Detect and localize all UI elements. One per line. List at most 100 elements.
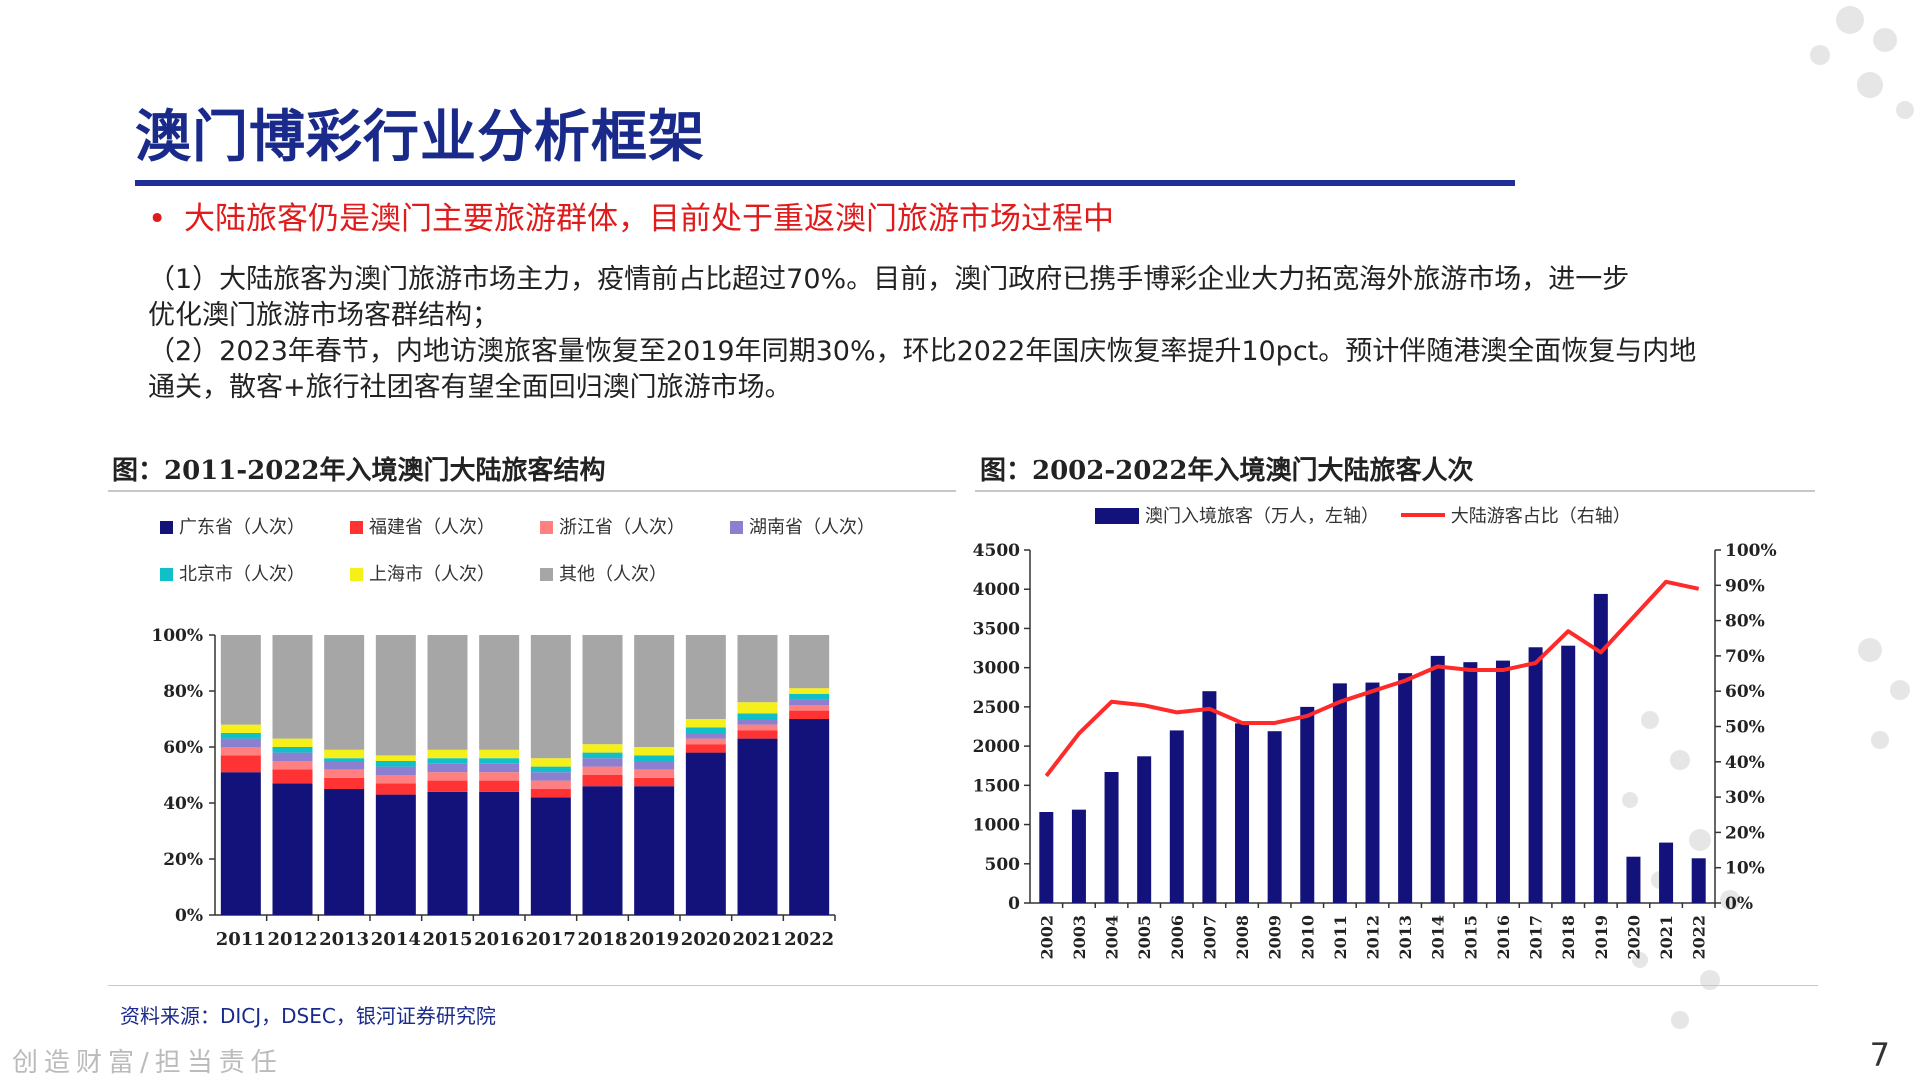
- stacked-bar-segment: [685, 719, 726, 728]
- stacked-bar-segment: [789, 705, 830, 711]
- body-paragraph: （1）大陆旅客为澳门旅游市场主力，疫情前占比超过70%。目前，澳门政府已携手博彩…: [148, 262, 1788, 406]
- y-tick-label: 80%: [163, 682, 203, 702]
- stacked-bar-segment: [582, 744, 623, 753]
- stacked-bar-segment: [634, 786, 675, 915]
- stacked-bar-segment: [737, 713, 778, 719]
- right-tick-label: 70%: [1725, 647, 1765, 667]
- x-tick-label: 2021: [732, 929, 782, 950]
- x-tick-label: 2020: [1624, 915, 1643, 960]
- visitor-bar: [1430, 655, 1445, 903]
- right-tick-label: 0%: [1725, 894, 1753, 914]
- stacked-bar-segment: [375, 635, 416, 756]
- stacked-bar-chart: 0%20%40%60%80%100%2011 2012 2013 2014 2015 20…: [151, 626, 836, 950]
- visitor-bar: [1137, 756, 1152, 903]
- visitor-bar: [1039, 812, 1054, 903]
- figure2-legend: 澳门入境旅客（万人，左轴） 大陆游客占比（右轴）: [1095, 502, 1631, 528]
- stacked-bar-segment: [479, 635, 520, 750]
- title-underline: [135, 180, 1515, 186]
- x-tick-label: 2005: [1135, 915, 1154, 960]
- bullet-mark: •: [148, 201, 167, 237]
- visitor-bar: [1104, 771, 1119, 903]
- legend-swatch: [540, 521, 553, 534]
- legend-swatch: [540, 568, 553, 581]
- page-number: 7: [1869, 1036, 1890, 1074]
- x-tick-label: 2013: [319, 929, 369, 950]
- legend-item: 北京市（人次）: [160, 560, 305, 586]
- x-tick-label: 2010: [1298, 915, 1317, 960]
- right-tick-label: 30%: [1725, 788, 1765, 808]
- y-tick-label: 100%: [151, 626, 203, 646]
- visitor-bar: [1593, 593, 1608, 903]
- stacked-bar-segment: [375, 783, 416, 795]
- y-tick-label: 20%: [163, 850, 203, 870]
- x-tick-label: 2002: [1037, 915, 1056, 960]
- stacked-bar-segment: [530, 758, 571, 767]
- stacked-bar-segment: [634, 777, 675, 787]
- stacked-bar-segment: [479, 758, 520, 764]
- stacked-bar-segment: [789, 635, 830, 689]
- visitor-bar: [1071, 809, 1086, 903]
- visitor-bar: [1659, 842, 1674, 903]
- stacked-bar-segment: [324, 635, 365, 750]
- stacked-bar-segment: [375, 766, 416, 775]
- figure1-title: 图：2011-2022年入境澳门大陆旅客结构: [112, 456, 606, 486]
- stacked-bar-segment: [272, 635, 313, 739]
- visitor-bar: [1495, 660, 1510, 903]
- left-tick-label: 500: [985, 855, 1021, 875]
- left-tick-label: 4500: [973, 541, 1020, 561]
- stacked-bar-segment: [685, 733, 726, 739]
- legend-label: 大陆游客占比（右轴）: [1450, 506, 1631, 527]
- x-tick-label: 2022: [784, 929, 834, 950]
- stacked-bar-segment: [789, 719, 830, 915]
- legend-label: 澳门入境旅客（万人，左轴）: [1145, 506, 1379, 527]
- stacked-bar-segment: [582, 786, 623, 915]
- legend-label: 北京市（人次）: [179, 564, 305, 585]
- stacked-bar-segment: [634, 761, 675, 770]
- visitor-bar: [1626, 856, 1641, 903]
- stacked-bar-segment: [324, 749, 365, 759]
- legend-swatch: [350, 568, 363, 581]
- legend-item: 浙江省（人次）: [540, 513, 685, 539]
- x-tick-label: 2011: [216, 929, 266, 950]
- stacked-bar-segment: [220, 755, 261, 773]
- x-tick-label: 2020: [681, 929, 731, 950]
- y-tick-label: 0%: [175, 906, 203, 926]
- x-tick-label: 2003: [1070, 915, 1089, 960]
- stacked-bar-segment: [737, 724, 778, 731]
- stacked-bar-segment: [324, 789, 365, 915]
- stacked-bar-segment: [634, 755, 675, 761]
- legend-swatch: [350, 521, 363, 534]
- stacked-bar-segment: [737, 738, 778, 915]
- stacked-bar-segment: [530, 789, 571, 798]
- stacked-bar-segment: [685, 635, 726, 719]
- stacked-bar-segment: [324, 761, 365, 770]
- stacked-bar-segment: [427, 763, 468, 773]
- stacked-bar-segment: [479, 772, 520, 781]
- x-tick-label: 2017: [1527, 915, 1546, 960]
- stacked-bar-segment: [530, 797, 571, 915]
- left-tick-label: 0: [1008, 894, 1020, 914]
- x-tick-label: 2014: [371, 929, 421, 950]
- x-tick-label: 2015: [422, 929, 472, 950]
- x-tick-label: 2015: [1461, 915, 1480, 960]
- stacked-bar-segment: [427, 635, 468, 750]
- x-tick-label: 2018: [1559, 915, 1578, 960]
- stacked-bar-segment: [685, 752, 726, 915]
- legend-label: 其他（人次）: [559, 564, 667, 585]
- stacked-bar-segment: [582, 775, 623, 787]
- stacked-bar-segment: [789, 699, 830, 705]
- stacked-bar-segment: [324, 769, 365, 778]
- paragraph-line: 通关，散客+旅行社团客有望全面回归澳门旅游市场。: [148, 372, 792, 403]
- x-tick-label: 2008: [1233, 915, 1252, 960]
- left-tick-label: 3000: [973, 659, 1020, 679]
- stacked-bar-segment: [220, 738, 261, 747]
- left-tick-label: 1500: [973, 776, 1020, 796]
- stacked-bar-segment: [789, 693, 830, 700]
- left-tick-label: 1000: [973, 816, 1020, 836]
- stacked-bar-segment: [737, 730, 778, 739]
- x-tick-label: 2012: [1364, 915, 1383, 960]
- visitor-bar: [1332, 683, 1347, 903]
- right-tick-label: 100%: [1725, 541, 1777, 561]
- mainland-share-line: [1044, 579, 1700, 778]
- x-tick-label: 2014: [1429, 915, 1448, 960]
